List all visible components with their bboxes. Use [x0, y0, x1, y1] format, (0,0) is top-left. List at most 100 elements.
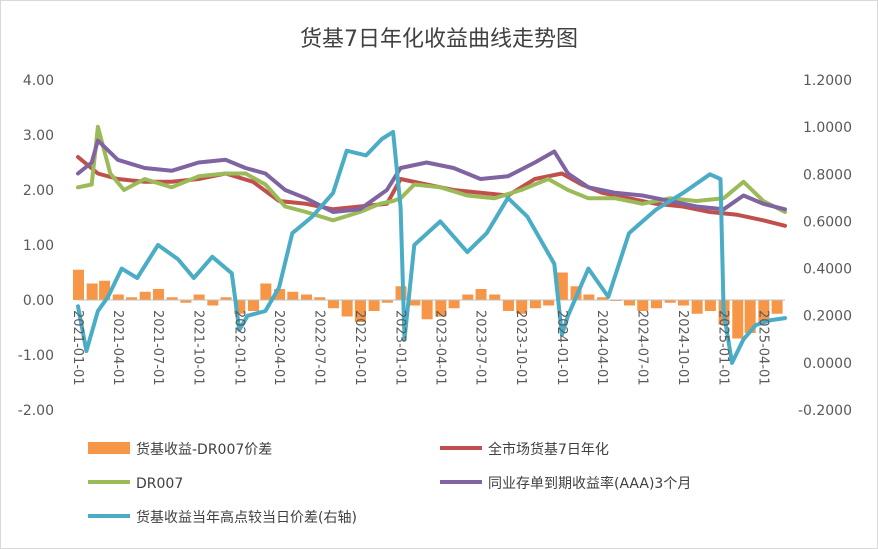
- x-tick-label: 2023-07-01: [473, 310, 488, 386]
- spread-bar: [435, 300, 447, 317]
- left-tick-label: -2.00: [18, 403, 54, 419]
- x-tick-label: 2023-04-01: [432, 310, 447, 386]
- left-axis-labels: 4.00 3.00 2.00 1.00 0.00 -1.00 -2.00: [18, 73, 54, 419]
- x-tick-label: 2021-01-01: [70, 310, 85, 386]
- bar-series: [73, 269, 783, 339]
- spread-bar: [758, 300, 770, 322]
- legend-label: 同业存单到期收益率(AAA)3个月: [488, 475, 691, 492]
- spread-bar: [529, 300, 541, 309]
- x-tick-label: 2025-01-01: [716, 310, 731, 386]
- spread-bar: [677, 300, 689, 306]
- left-tick-label: 2.00: [23, 183, 54, 199]
- spread-bar: [166, 297, 178, 300]
- spread-bar: [448, 300, 460, 309]
- left-tick-label: 0.00: [23, 293, 54, 309]
- spread-bar: [516, 300, 528, 314]
- x-tick-label: 2022-10-01: [352, 310, 367, 386]
- spread-bar: [462, 294, 474, 300]
- spread-bar: [771, 300, 783, 314]
- spread-bar: [583, 294, 595, 300]
- right-axis-labels: 1.2000 1.0000 0.8000 0.6000 0.4000 0.2000 0.00…: [798, 73, 852, 419]
- spread-bar: [637, 300, 649, 311]
- right-tick-label: 0.0000: [803, 356, 852, 372]
- series-line-2: [76, 124, 787, 223]
- spread-bar: [260, 283, 272, 300]
- right-tick-label: 1.2000: [803, 73, 852, 89]
- spread-bar: [99, 280, 111, 300]
- spread-bar: [475, 289, 487, 300]
- spread-bar: [86, 283, 98, 300]
- x-tick-label: 2021-07-01: [150, 310, 165, 386]
- spread-bar: [744, 300, 756, 333]
- legend: 货基收益-DR007价差 全市场货基7日年化 DR007 同业存单到期收益率(AAA)…: [88, 441, 691, 526]
- x-tick-label: 2024-04-01: [594, 310, 609, 386]
- chart-title: 货基7日年化收益曲线走势图: [300, 27, 578, 52]
- spread-bar: [234, 300, 246, 314]
- spread-bar: [395, 286, 407, 300]
- left-tick-label: 1.00: [23, 238, 54, 254]
- spread-bar: [664, 300, 676, 303]
- right-tick-label: 0.6000: [803, 214, 852, 230]
- spread-bar: [247, 300, 259, 311]
- spread-bar: [489, 294, 501, 300]
- spread-bar: [207, 300, 219, 306]
- right-tick-label: 0.4000: [803, 262, 852, 278]
- spread-bar: [220, 297, 232, 300]
- spread-bar: [180, 300, 192, 303]
- spread-bar: [381, 300, 393, 303]
- series-line-4: [76, 129, 787, 365]
- spread-bar: [287, 291, 299, 300]
- x-tick-label: 2021-10-01: [191, 310, 206, 386]
- legend-label: DR007: [136, 476, 183, 492]
- x-tick-label: 2025-04-01: [755, 310, 770, 386]
- left-tick-label: 3.00: [23, 128, 54, 144]
- x-axis-labels: 2021-01-01 2021-04-01 2021-07-01 2021-10-01…: [70, 310, 770, 386]
- spread-bar: [556, 272, 568, 300]
- spread-bar: [301, 294, 313, 300]
- x-tick-label: 2024-07-01: [634, 310, 649, 386]
- spread-bar: [354, 300, 366, 322]
- series-line-3: [76, 138, 787, 214]
- spread-bar: [704, 300, 716, 311]
- spread-bar: [368, 300, 380, 311]
- spread-bar: [502, 300, 514, 311]
- x-tick-label: 2023-01-01: [393, 310, 408, 386]
- x-tick-label: 2022-04-01: [271, 310, 286, 386]
- spread-bar: [274, 289, 286, 300]
- left-tick-label: 4.00: [23, 73, 54, 89]
- legend-label: 货基收益-DR007价差: [136, 441, 272, 458]
- legend-swatch: [88, 442, 130, 454]
- spread-bar: [126, 297, 138, 300]
- right-tick-label: 0.8000: [803, 167, 852, 183]
- right-tick-label: 1.0000: [803, 120, 852, 136]
- legend-label: 货基收益当年高点较当日价差(右轴): [136, 509, 357, 526]
- spread-bar: [314, 297, 326, 300]
- line-series: [76, 124, 787, 365]
- spread-bar: [112, 294, 124, 300]
- spread-bar: [327, 300, 339, 309]
- right-tick-label: -0.2000: [798, 403, 852, 419]
- left-tick-label: -1.00: [18, 348, 54, 364]
- spread-bar: [650, 300, 662, 309]
- spread-bar: [421, 300, 433, 320]
- spread-bar: [152, 289, 164, 300]
- x-tick-label: 2022-07-01: [311, 310, 326, 386]
- spread-bar: [597, 297, 609, 300]
- spread-bar: [341, 300, 353, 317]
- legend-label: 全市场货基7日年化: [488, 441, 609, 458]
- x-tick-label: 2024-10-01: [675, 310, 690, 386]
- spread-bar: [691, 300, 703, 314]
- x-tick-label: 2022-01-01: [231, 310, 246, 386]
- spread-bar: [409, 300, 421, 306]
- spread-bar: [732, 300, 744, 339]
- x-tick-label: 2024-01-01: [554, 310, 569, 386]
- spread-bar: [543, 300, 555, 306]
- x-tick-label: 2021-04-01: [110, 310, 125, 386]
- spread-bar: [73, 269, 84, 300]
- right-tick-label: 0.2000: [803, 309, 852, 325]
- spread-bar: [193, 294, 205, 300]
- spread-bar: [624, 300, 636, 306]
- x-tick-label: 2023-10-01: [513, 310, 528, 386]
